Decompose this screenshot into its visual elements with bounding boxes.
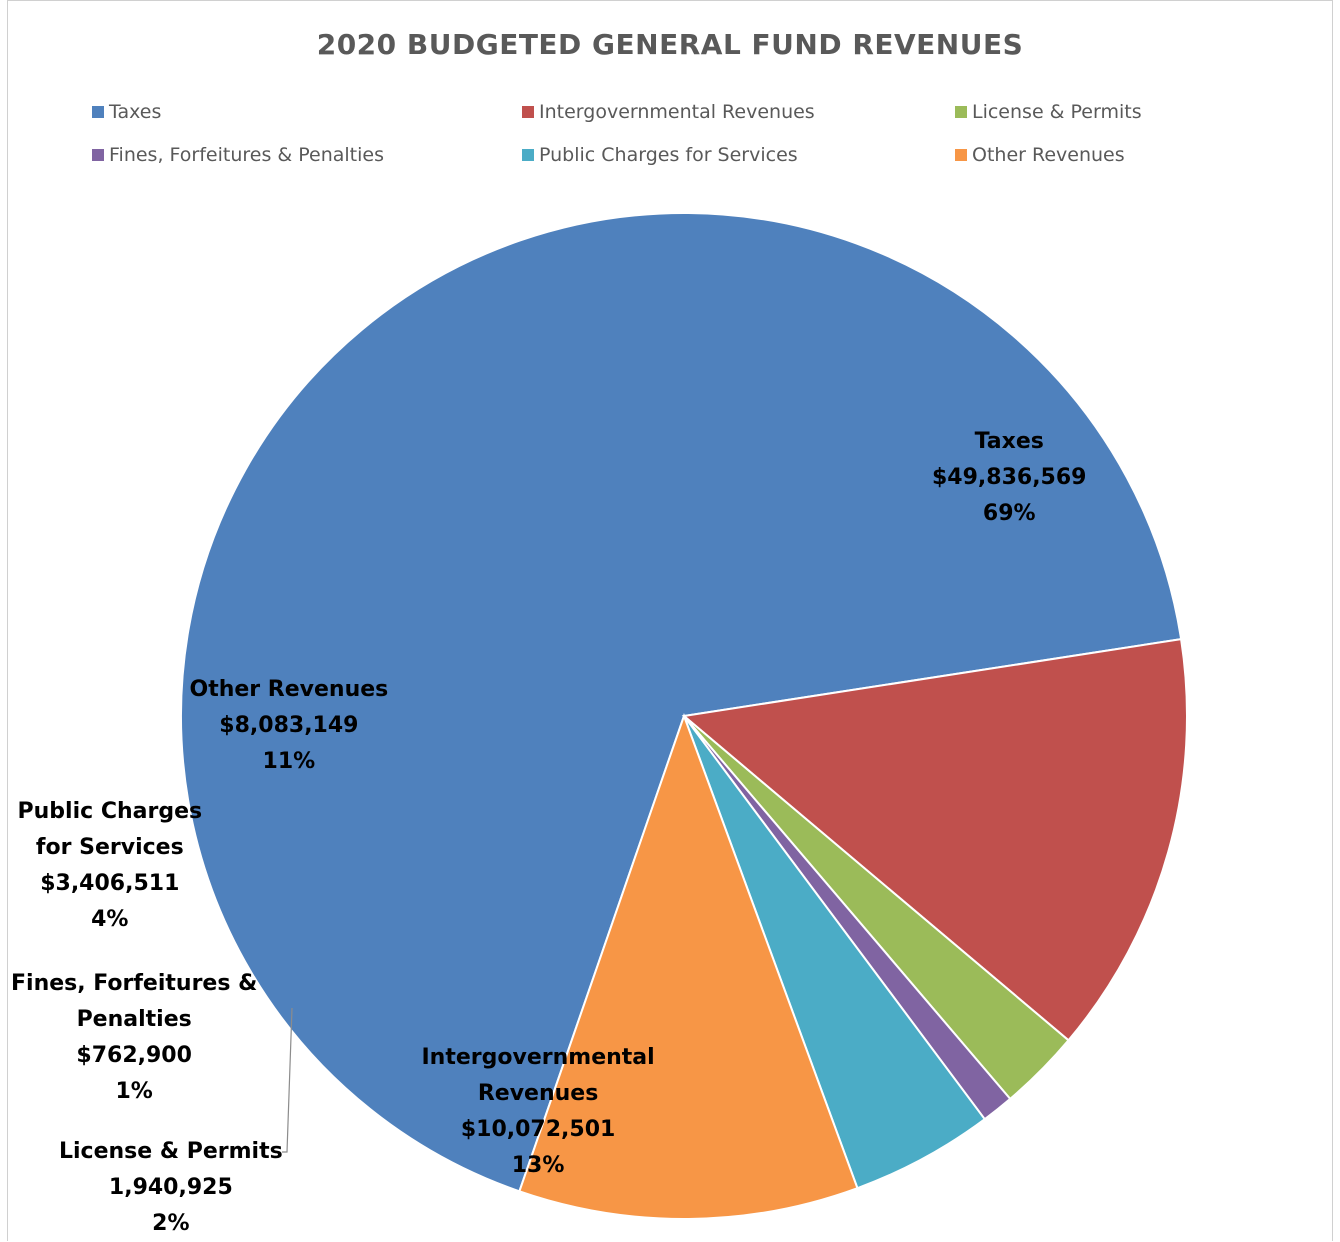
legend-label: Taxes — [109, 101, 162, 123]
data-label-other-revenues: Other Revenues $8,083,149 11% — [190, 672, 389, 780]
data-label-value: $8,083,149 — [219, 713, 359, 738]
data-label-category: License & Permits — [59, 1139, 283, 1164]
data-label-percent: 11% — [262, 749, 316, 774]
legend-item-taxes: Taxes — [92, 101, 161, 123]
leader-line-license-and-permits — [282, 1007, 293, 1153]
data-label-percent: 13% — [511, 1153, 565, 1178]
legend-swatch — [955, 106, 967, 118]
legend-swatch — [955, 149, 967, 161]
data-label-category: Penalties — [76, 1007, 192, 1032]
legend-label: License & Permits — [972, 101, 1142, 123]
data-label-value: $10,072,501 — [460, 1117, 616, 1142]
data-label-category: Revenues — [477, 1081, 599, 1106]
data-label-value: 1,940,925 — [108, 1175, 233, 1200]
legend-label: Fines, Forfeitures & Penalties — [109, 144, 384, 166]
data-label-percent: 2% — [152, 1211, 190, 1236]
legend-item-fines-forfeitures-and-penalties: Fines, Forfeitures & Penalties — [92, 144, 384, 166]
data-label-value: $49,836,569 — [932, 465, 1087, 490]
data-label-category: for Services — [35, 835, 184, 860]
data-label-fines-forfeitures-and-penalties: Fines, Forfeitures & Penalties $762,900 1% — [11, 966, 257, 1110]
legend-swatch — [92, 149, 104, 161]
legend-swatch — [522, 106, 534, 118]
data-label-percent: 69% — [982, 501, 1036, 526]
pie-slice-intergovernmental-revenues — [681, 638, 1188, 1042]
data-label-value: $762,900 — [76, 1043, 192, 1068]
data-label-percent: 4% — [91, 907, 129, 932]
data-label-category: Other Revenues — [189, 677, 389, 702]
data-label-percent: 1% — [115, 1079, 153, 1104]
pie-slice-other-revenues — [518, 713, 859, 1220]
data-label-category: Fines, Forfeitures & — [11, 971, 258, 996]
data-label-intergovernmental-revenues: Intergovernmental Revenues $10,072,501 13% — [422, 1040, 655, 1184]
legend-item-other-revenues: Other Revenues — [955, 144, 1125, 166]
pie-slice-taxes — [180, 212, 1183, 1193]
chart-area — [7, 0, 1333, 1241]
legend-label: Public Charges for Services — [539, 144, 798, 166]
data-label-value: $3,406,511 — [40, 871, 180, 896]
data-label-public-charges-for-services: Public Charges for Services $3,406,511 4% — [18, 794, 203, 938]
legend-item-license-and-permits: License & Permits — [955, 101, 1142, 123]
data-label-license-and-permits: License & Permits 1,940,925 2% — [59, 1134, 283, 1242]
legend-item-intergovernmental-revenues: Intergovernmental Revenues — [522, 101, 815, 123]
data-label-category: Intergovernmental — [421, 1045, 655, 1070]
legend-item-public-charges-for-services: Public Charges for Services — [522, 144, 798, 166]
data-label-category: Taxes — [974, 429, 1044, 454]
data-label-taxes: Taxes $49,836,569 69% — [932, 424, 1086, 532]
legend-label: Other Revenues — [972, 144, 1125, 166]
legend-label: Intergovernmental Revenues — [539, 101, 815, 123]
data-label-category: Public Charges — [17, 799, 203, 824]
chart-title: 2020 BUDGETED GENERAL FUND REVENUES — [316, 28, 1024, 61]
legend-swatch — [522, 149, 534, 161]
legend-swatch — [92, 106, 104, 118]
